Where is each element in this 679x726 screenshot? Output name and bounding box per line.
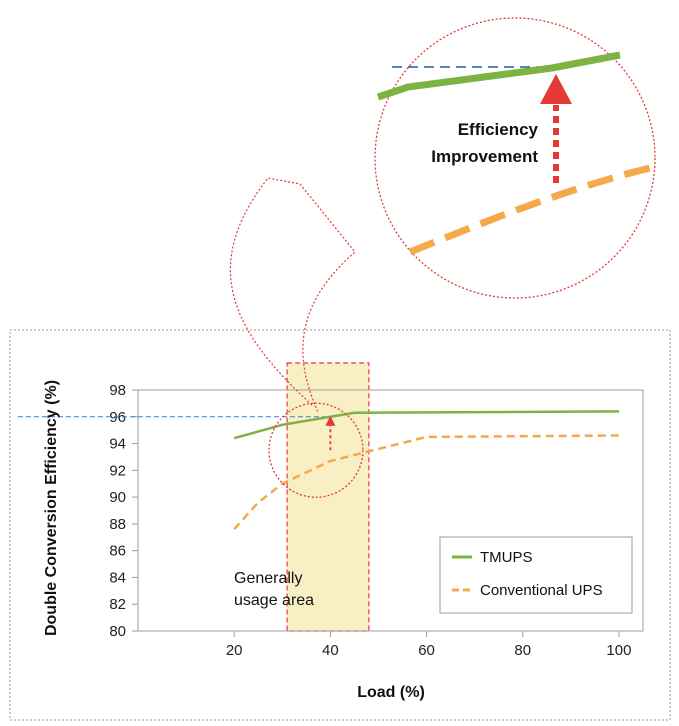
zoom-tmups-line <box>376 51 621 101</box>
usage-area-label-line2: usage area <box>234 592 314 609</box>
series-line-conventional-ups <box>233 434 620 531</box>
legend: TMUPS Conventional UPS <box>439 536 633 614</box>
y-tick-label: 90 <box>109 489 126 506</box>
y-tick-label: 88 <box>109 516 126 533</box>
y-tick-label: 98 <box>109 382 126 399</box>
x-tick-label: 80 <box>514 642 531 659</box>
legend-label-conventional-ups: Conventional UPS <box>480 582 603 599</box>
chart-frame <box>9 329 671 721</box>
y-tick-label: 94 <box>109 436 126 453</box>
legend-label-tmups: TMUPS <box>480 549 533 566</box>
x-axis-ticks: 20 40 60 80 100 <box>226 631 631 659</box>
zoom-conventional-line <box>408 164 651 256</box>
zoom-label-line1: Efficiency <box>458 120 539 139</box>
zoom-label-line2: Improvement <box>431 147 538 166</box>
improvement-arrowhead-large <box>540 74 572 104</box>
y-tick-label: 84 <box>109 569 126 586</box>
y-tick-label: 86 <box>109 543 126 560</box>
series-line-tmups <box>233 410 620 440</box>
plot-area <box>137 389 644 632</box>
usage-area-label-line1: Generally <box>234 570 302 587</box>
x-axis-title: Load (%) <box>357 684 425 701</box>
x-tick-label: 20 <box>226 642 243 659</box>
y-tick-label: 82 <box>109 596 126 613</box>
magnifier-circle-small <box>268 402 364 498</box>
x-tick-label: 40 <box>322 642 339 659</box>
y-axis-title: Double Conversion Efficiency (%) <box>43 380 60 636</box>
legend-box <box>439 536 633 614</box>
magnifier-circle-large <box>374 17 656 299</box>
x-tick-label: 60 <box>418 642 435 659</box>
y-tick-label: 92 <box>109 462 126 479</box>
x-tick-label: 100 <box>606 642 631 659</box>
usage-area-region <box>286 362 370 632</box>
y-tick-label: 80 <box>109 623 126 640</box>
improvement-arrowhead-small <box>325 415 336 426</box>
